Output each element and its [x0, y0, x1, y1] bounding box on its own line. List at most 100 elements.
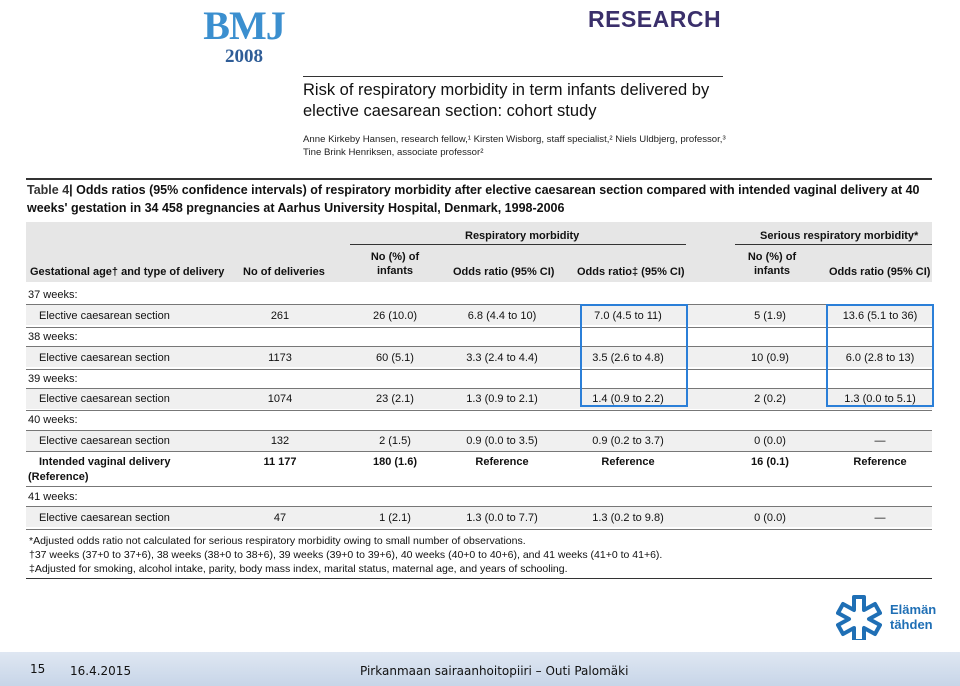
- header-divider: [303, 76, 723, 77]
- row-divider: [26, 451, 932, 452]
- cell-resp-infants: 23 (2.1): [376, 393, 414, 405]
- footnote: *Adjusted odds ratio not calculated for …: [29, 535, 526, 547]
- table-bottom-rule: [26, 578, 932, 579]
- cell-resp-infants: 180 (1.6): [372, 456, 418, 468]
- cell-ser-or: 1.3 (0.0 to 5.1): [844, 393, 916, 405]
- bmj-logo: BMJ 2008: [194, 3, 294, 67]
- star-of-life-icon: [836, 594, 882, 644]
- group-label-41: 41 weeks:: [28, 491, 78, 503]
- table-row: [26, 507, 932, 527]
- paper-title: Risk of respiratory morbidity in term in…: [303, 81, 710, 120]
- table-row: [26, 431, 932, 451]
- cell-ser-infants: 0 (0.0): [754, 512, 786, 524]
- cell-type: Elective caesarean section: [39, 393, 170, 405]
- page-number: 15: [30, 662, 46, 676]
- footer-date: 16.4.2015: [70, 664, 132, 678]
- cell-deliveries: 261: [270, 310, 290, 322]
- cell-ser-infants: 0 (0.0): [754, 435, 786, 447]
- caption-separator: |: [69, 183, 77, 197]
- cell-resp-or: 3.3 (2.4 to 4.4): [466, 352, 538, 364]
- col-header-deliveries: No of deliveries: [243, 266, 325, 278]
- cell-resp-or: Reference: [475, 456, 529, 468]
- cell-resp-or-adj: Reference: [601, 456, 655, 468]
- cell-ser-infants: 10 (0.9): [751, 352, 789, 364]
- cell-ser-infants: 2 (0.2): [754, 393, 786, 405]
- row-divider: [26, 388, 932, 389]
- row-divider: [26, 430, 932, 431]
- row-divider: [26, 506, 932, 507]
- cell-resp-infants: 2 (1.5): [379, 435, 411, 447]
- cell-type: Elective caesarean section: [39, 310, 170, 322]
- group-label-39: 39 weeks:: [28, 373, 78, 385]
- col-header-resp-or: Odds ratio (95% CI): [453, 266, 555, 278]
- cell-resp-or: 0.9 (0.0 to 3.5): [466, 435, 538, 447]
- table-label: Table 4: [27, 183, 70, 197]
- table-row: [26, 305, 932, 325]
- cell-resp-or-adj: 1.4 (0.9 to 2.2): [592, 393, 664, 405]
- cell-deliveries: 47: [273, 512, 287, 524]
- cell-resp-or-adj: 3.5 (2.6 to 4.8): [592, 352, 664, 364]
- cell-ser-or: 13.6 (5.1 to 36): [842, 310, 918, 322]
- row-divider: [26, 304, 932, 305]
- logo-line-1: Elämän: [890, 602, 937, 617]
- cell-ser-or: —: [874, 512, 886, 524]
- col-header-ser-or: Odds ratio (95% CI): [829, 266, 931, 278]
- cell-ser-or: Reference: [853, 456, 907, 468]
- highlight-box-serious-or: [826, 304, 934, 407]
- row-divider: [26, 327, 932, 328]
- table-header: [26, 222, 932, 282]
- table-row: [26, 347, 932, 367]
- cell-type-reference-note: (Reference): [28, 471, 89, 483]
- logo-line-2: tähden: [890, 617, 933, 632]
- elaman-tahden-logo-text: Elämän tähden: [890, 602, 936, 632]
- cell-resp-infants: 1 (2.1): [379, 512, 411, 524]
- group-underline-serious: [735, 244, 932, 245]
- cell-resp-or: 6.8 (4.4 to 10): [467, 310, 537, 322]
- cell-deliveries: 1173: [268, 352, 292, 364]
- cell-resp-or: 1.3 (0.0 to 7.7): [466, 512, 538, 524]
- row-divider: [26, 410, 932, 411]
- cell-ser-or: —: [874, 435, 886, 447]
- row-divider: [26, 529, 932, 530]
- footer-credit: Pirkanmaan sairaanhoitopiiri – Outi Palo…: [360, 664, 629, 678]
- col-header-resp-or-adj: Odds ratio‡ (95% CI): [577, 266, 685, 278]
- cell-type-reference: Intended vaginal delivery: [39, 456, 171, 468]
- col-header-ser-infants: No (%) of infants: [747, 251, 797, 277]
- cell-ser-infants: 5 (1.9): [754, 310, 786, 322]
- footnote: ‡Adjusted for smoking, alcohol intake, p…: [29, 563, 568, 575]
- footnote: †37 weeks (37+0 to 37+6), 38 weeks (38+0…: [29, 549, 663, 561]
- cell-resp-infants: 60 (5.1): [376, 352, 414, 364]
- col-header-resp-infants: No (%) of infants: [370, 251, 420, 277]
- cell-resp-or-adj: 7.0 (4.5 to 11): [594, 310, 662, 322]
- cell-ser-or: 6.0 (2.8 to 13): [845, 352, 915, 364]
- cell-deliveries: 1074: [267, 393, 293, 405]
- group-label-38: 38 weeks:: [28, 331, 78, 343]
- cell-ser-infants: 16 (0.1): [751, 456, 789, 468]
- bmj-logo-text: BMJ: [203, 3, 285, 48]
- table-row: [26, 389, 932, 409]
- row-divider: [26, 369, 932, 370]
- cell-resp-or-adj: 0.9 (0.2 to 3.7): [592, 435, 664, 447]
- group-header-respiratory: Respiratory morbidity: [465, 230, 580, 242]
- highlight-box-adjusted-or: [580, 304, 688, 407]
- group-underline-respiratory: [350, 244, 686, 245]
- table-caption-text: Odds ratios (95% confidence intervals) o…: [27, 183, 920, 215]
- cell-resp-or-adj: 1.3 (0.2 to 9.8): [592, 512, 664, 524]
- cell-type: Elective caesarean section: [39, 512, 170, 524]
- table-caption: Table 4| Odds ratios (95% confidence int…: [27, 181, 932, 217]
- cell-resp-or: 1.3 (0.9 to 2.1): [466, 393, 538, 405]
- slide-footer: 15 16.4.2015 Pirkanmaan sairaanhoitopiir…: [0, 652, 960, 686]
- group-label-37: 37 weeks:: [28, 289, 78, 301]
- cell-deliveries: 132: [270, 435, 290, 447]
- bmj-logo-year: 2008: [225, 46, 263, 67]
- row-divider: [26, 346, 932, 347]
- cell-type: Elective caesarean section: [39, 352, 170, 364]
- group-header-serious: Serious respiratory morbidity*: [760, 230, 919, 242]
- cell-type: Elective caesarean section: [39, 435, 170, 447]
- section-label: RESEARCH: [588, 6, 722, 32]
- group-label-40: 40 weeks:: [28, 414, 78, 426]
- col-header-gestational: Gestational age† and type of delivery: [30, 266, 225, 278]
- cell-resp-infants: 26 (10.0): [372, 310, 418, 322]
- row-divider: [26, 486, 932, 487]
- paper-authors: Anne Kirkeby Hansen, research fellow,¹ K…: [303, 134, 726, 158]
